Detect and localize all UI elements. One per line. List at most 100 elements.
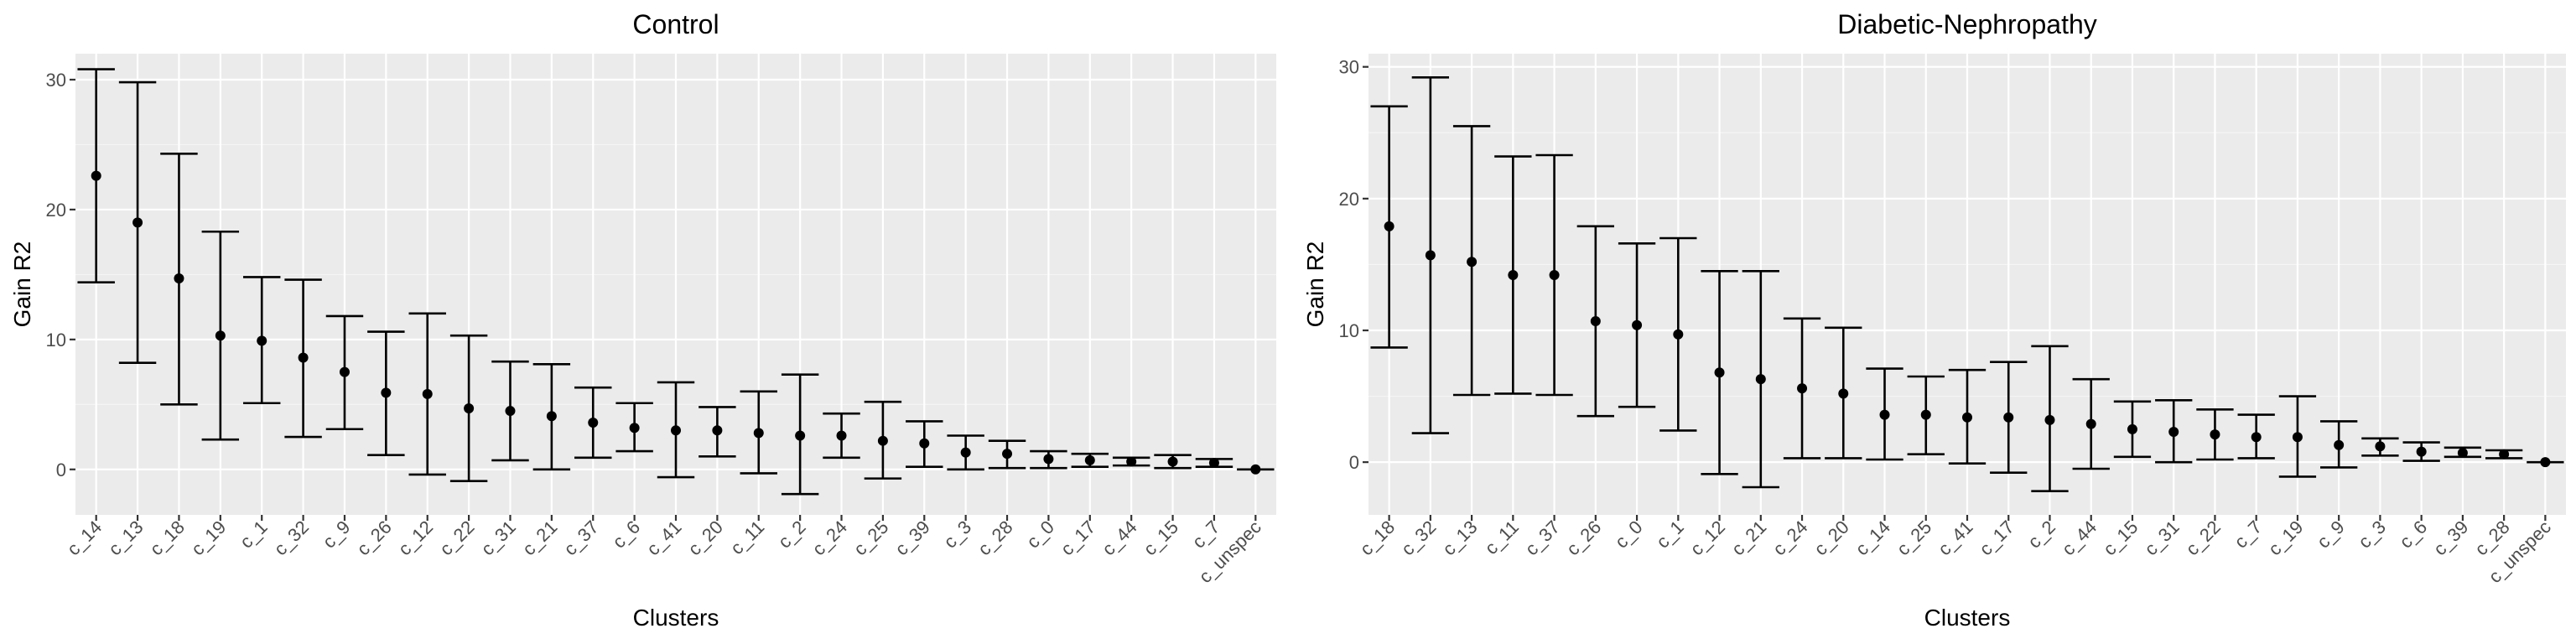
chart-title: Diabetic-Nephropathy	[1837, 9, 2097, 39]
point-c_15	[2127, 423, 2137, 434]
y-axis-title: Gain R2	[9, 242, 35, 328]
x-tick-label: c_18	[1356, 517, 1399, 559]
point-c_21	[546, 411, 557, 422]
x-tick-label: c_13	[104, 517, 147, 559]
x-tick-label: c_44	[1098, 517, 1140, 559]
point-c_12	[1714, 367, 1725, 378]
x-tick-label: c_7	[2230, 517, 2266, 553]
point-c_31	[505, 406, 516, 417]
x-tick-label: c_20	[683, 517, 726, 559]
y-tick-label: 0	[1349, 452, 1359, 473]
point-c_13	[132, 217, 143, 228]
x-tick-label: c_14	[1852, 517, 1894, 559]
x-tick-label: c_26	[1562, 517, 1605, 559]
point-c_20	[1838, 388, 1849, 399]
y-tick-label: 0	[56, 460, 66, 480]
point-c_15	[1167, 456, 1178, 467]
point-c_21	[1755, 374, 1766, 385]
point-c_19	[2292, 432, 2303, 443]
x-tick-label: c_22	[2182, 517, 2225, 559]
x-tick-label: c_12	[1686, 517, 1729, 559]
x-tick-label: c_37	[559, 517, 602, 559]
point-c_unspec	[2540, 457, 2551, 468]
y-tick-label: 30	[1339, 57, 1359, 78]
point-c_20	[712, 425, 723, 436]
x-tick-label: c_2	[774, 517, 810, 553]
point-c_1	[1673, 329, 1684, 340]
point-c_24	[1797, 383, 1808, 394]
x-tick-label: c_1	[1652, 517, 1688, 553]
x-tick-label: c_3	[939, 517, 975, 553]
x-tick-label: c_1	[236, 517, 272, 553]
point-c_11	[753, 428, 764, 439]
x-tick-label: c_15	[1140, 517, 1182, 559]
point-c_31	[2168, 427, 2179, 437]
y-tick-label: 30	[46, 70, 66, 91]
x-tick-label: c_32	[1397, 517, 1440, 559]
point-c_37	[588, 418, 599, 428]
x-tick-label: c_31	[2140, 517, 2183, 559]
point-c_28	[2499, 449, 2510, 460]
point-c_1	[257, 335, 267, 346]
x-tick-label: c_0	[1611, 517, 1647, 553]
y-tick-label: 10	[46, 330, 66, 351]
point-c_26	[381, 387, 392, 398]
x-axis-title: Clusters	[633, 605, 719, 631]
point-c_3	[2375, 441, 2386, 452]
point-c_12	[422, 388, 433, 399]
point-c_2	[2044, 414, 2055, 425]
x-tick-label: c_11	[1481, 517, 1523, 558]
point-c_3	[960, 447, 971, 458]
point-c_39	[2457, 448, 2468, 459]
point-c_41	[671, 425, 681, 436]
point-c_44	[1126, 456, 1137, 467]
point-c_22	[2210, 429, 2220, 440]
x-tick-label: c_9	[319, 517, 355, 553]
point-c_44	[2085, 418, 2096, 429]
point-c_18	[174, 273, 184, 284]
x-tick-label: c_13	[1438, 517, 1481, 559]
x-axis-title: Clusters	[1924, 605, 2011, 631]
x-tick-label: c_6	[608, 517, 644, 553]
x-tick-label: c_41	[1934, 517, 1976, 559]
x-tick-label: c_18	[146, 517, 189, 559]
point-c_13	[1467, 257, 1478, 267]
x-tick-label: c_20	[1810, 517, 1852, 559]
x-tick-label: c_44	[2058, 517, 2101, 559]
point-c_18	[1384, 221, 1394, 231]
point-c_28	[1002, 449, 1013, 460]
point-c_25	[877, 435, 888, 446]
point-c_9	[2334, 439, 2345, 450]
x-tick-label: c_24	[808, 517, 851, 559]
x-tick-label: c_6	[2395, 517, 2431, 553]
x-tick-label: c_11	[726, 517, 768, 558]
point-c_2	[795, 430, 806, 441]
x-tick-label: c_39	[2429, 517, 2472, 559]
point-c_24	[836, 430, 847, 441]
x-tick-label: c_3	[2354, 517, 2390, 553]
x-tick-label: c_14	[63, 517, 106, 559]
point-c_11	[1508, 270, 1519, 280]
point-c_6	[629, 423, 640, 434]
point-c_6	[2416, 446, 2427, 457]
point-c_22	[464, 402, 475, 413]
x-tick-label: c_12	[394, 517, 437, 559]
x-tick-label: c_25	[849, 517, 892, 559]
x-tick-label: c_25	[1893, 517, 1935, 559]
point-c_19	[215, 330, 226, 341]
point-c_32	[1425, 250, 1436, 261]
x-tick-label: c_17	[1975, 517, 2018, 559]
point-c_7	[2251, 432, 2262, 443]
y-tick-label: 20	[46, 200, 66, 221]
x-tick-label: c_0	[1022, 517, 1058, 553]
point-c_32	[298, 352, 309, 363]
x-tick-label: c_9	[2313, 517, 2349, 553]
y-tick-label: 20	[1339, 189, 1359, 210]
x-tick-label: c_7	[1188, 517, 1224, 553]
x-tick-label: c_22	[435, 517, 478, 559]
point-c_39	[919, 438, 930, 449]
x-tick-label: c_24	[1768, 517, 1811, 559]
y-tick-label: 10	[1339, 320, 1359, 341]
point-c_14	[1879, 409, 1890, 420]
